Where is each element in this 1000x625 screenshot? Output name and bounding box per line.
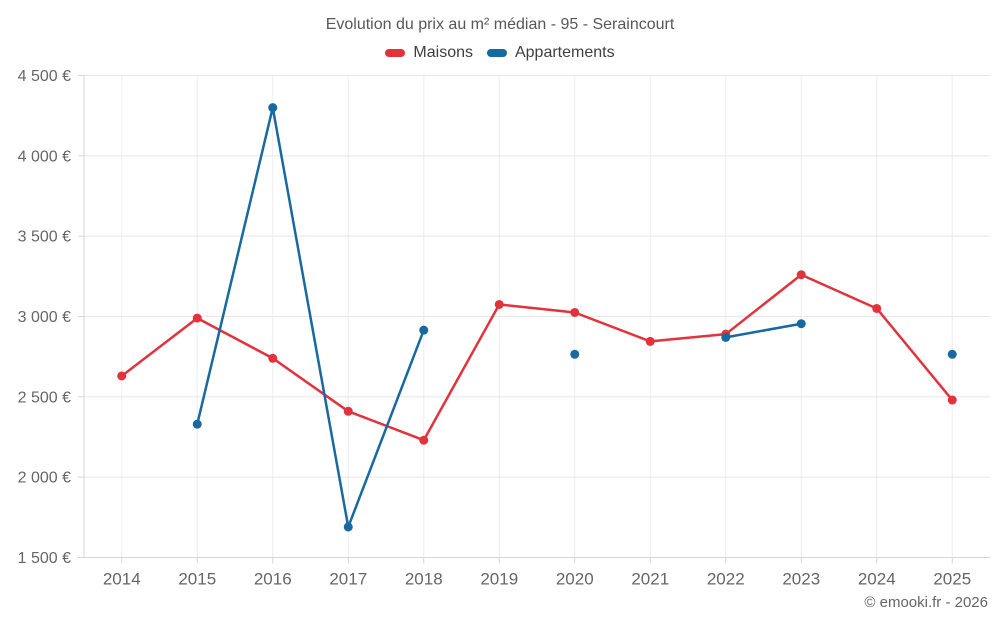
y-tick-label: 2 000 € bbox=[18, 470, 71, 487]
data-point[interactable] bbox=[192, 419, 202, 429]
data-point[interactable] bbox=[494, 299, 504, 309]
legend-item-maisons[interactable]: Maisons bbox=[385, 44, 473, 62]
data-point[interactable] bbox=[721, 332, 731, 342]
series-line bbox=[725, 322, 802, 339]
appartements-series-swatch-icon bbox=[486, 49, 507, 57]
legend-label-appartements: Appartements bbox=[514, 44, 615, 61]
x-tick-label: 2016 bbox=[254, 570, 292, 589]
x-tick-label: 2022 bbox=[707, 570, 745, 589]
data-point[interactable] bbox=[343, 522, 353, 532]
series-line bbox=[120, 273, 954, 442]
y-tick-label: 3 000 € bbox=[18, 309, 71, 326]
chart-legend: Maisons Appartements bbox=[0, 44, 1000, 62]
x-tick-label: 2025 bbox=[933, 570, 971, 589]
data-point[interactable] bbox=[947, 349, 957, 359]
maisons-series-swatch-icon bbox=[385, 49, 406, 57]
x-tick-label: 2018 bbox=[405, 570, 443, 589]
x-tick-label: 2015 bbox=[178, 570, 216, 589]
x-tick-label: 2014 bbox=[103, 570, 141, 589]
legend-label-maisons: Maisons bbox=[413, 44, 473, 61]
legend-item-appartements[interactable]: Appartements bbox=[486, 44, 615, 62]
data-point[interactable] bbox=[117, 371, 127, 381]
x-tick-label: 2021 bbox=[631, 570, 669, 589]
data-point[interactable] bbox=[645, 336, 655, 346]
data-point[interactable] bbox=[268, 353, 278, 363]
data-point[interactable] bbox=[947, 395, 957, 405]
y-tick-label: 1 500 € bbox=[18, 550, 71, 567]
x-tick-label: 2023 bbox=[782, 570, 820, 589]
data-point[interactable] bbox=[796, 270, 806, 280]
x-tick-label: 2020 bbox=[556, 570, 594, 589]
data-point[interactable] bbox=[419, 435, 429, 445]
data-point[interactable] bbox=[419, 325, 429, 335]
x-tick-label: 2024 bbox=[858, 570, 896, 589]
data-point[interactable] bbox=[192, 313, 202, 323]
y-tick-label: 4 000 € bbox=[18, 148, 71, 165]
chart-title: Evolution du prix au m² médian - 95 - Se… bbox=[325, 16, 675, 33]
data-point[interactable] bbox=[343, 406, 353, 416]
x-tick-label: 2017 bbox=[329, 570, 367, 589]
data-point[interactable] bbox=[796, 319, 806, 329]
watermark-credit: © emooki.fr - 2026 bbox=[864, 594, 988, 611]
y-tick-label: 2 500 € bbox=[18, 389, 71, 406]
x-tick-label: 2019 bbox=[480, 570, 518, 589]
series-line bbox=[196, 106, 425, 529]
data-point[interactable] bbox=[570, 307, 580, 317]
data-point[interactable] bbox=[570, 349, 580, 359]
y-tick-label: 4 500 € bbox=[18, 68, 71, 85]
data-point[interactable] bbox=[872, 303, 882, 313]
y-tick-label: 3 500 € bbox=[18, 229, 71, 246]
data-point[interactable] bbox=[268, 103, 278, 113]
